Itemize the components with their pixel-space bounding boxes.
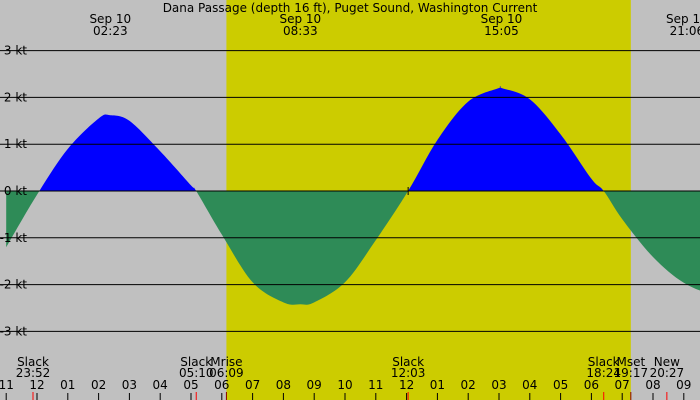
y-tick-label: 1 kt	[4, 137, 27, 151]
hour-tick-label: 12	[399, 378, 414, 392]
event-name-label: Mrise	[210, 355, 242, 369]
hour-tick-label: 05	[553, 378, 568, 392]
ebb-area	[6, 191, 700, 305]
extreme-time-label: 15:05	[484, 24, 519, 38]
y-tick-label: -3 kt	[0, 324, 27, 338]
hour-tick-label: 09	[307, 378, 322, 392]
event-time-label: 12:03	[391, 366, 426, 380]
event-name-label: Mset	[616, 355, 645, 369]
hour-tick-label: 03	[122, 378, 137, 392]
hour-tick-label: 06	[584, 378, 599, 392]
hour-tick-label: 04	[153, 378, 168, 392]
current-area-layer	[6, 86, 700, 305]
y-tick-labels: -3 kt -2 kt -1 kt 0 kt 1 kt 2 kt 3 kt	[0, 44, 27, 339]
event-time-label: 20:27	[650, 366, 685, 380]
event-name-label: Slack	[17, 355, 49, 369]
hour-tick-label: 05	[183, 378, 198, 392]
hour-tick-label: 01	[430, 378, 445, 392]
gridlines	[0, 50, 700, 332]
event-name-label: Slack	[588, 355, 620, 369]
hour-tick-label: 11	[368, 378, 383, 392]
hour-tick-label: 07	[245, 378, 260, 392]
extreme-date-label: Sep 10	[481, 12, 523, 26]
hour-tick-label: 02	[91, 378, 106, 392]
hour-tick-label: 04	[522, 378, 537, 392]
hour-tick-label: 03	[491, 378, 506, 392]
hour-tick-marks: 11 12 01 02 03 04 05 06 07 08 09 10 11 12 01 02 03 04 05 06…	[0, 378, 691, 400]
extreme-date-label: Sep 10	[89, 12, 131, 26]
hour-tick-label: 09	[676, 378, 691, 392]
chart-title: Dana Passage (depth 16 ft), Puget Sound,…	[163, 1, 538, 15]
event-time-label: 19:17	[614, 366, 649, 380]
hour-tick-label: 08	[645, 378, 660, 392]
extreme-time-label: 08:33	[283, 24, 318, 38]
event-name-label: Slack	[392, 355, 424, 369]
hour-tick-label: 02	[461, 378, 476, 392]
event-time-label: 06:09	[209, 366, 244, 380]
extreme-date-label: Sep 10	[279, 12, 321, 26]
hour-tick-label: 08	[276, 378, 291, 392]
y-tick-label: 0 kt	[4, 184, 27, 198]
hour-tick-label: 10	[337, 378, 352, 392]
event-time-label: 23:52	[16, 366, 51, 380]
event-labels: Slack23:52Slack05:10Mrise06:09Slack12:03…	[16, 355, 684, 380]
hour-tick-label: 12	[29, 378, 44, 392]
hour-tick-label: 06	[214, 378, 229, 392]
extreme-date-label: Sep 10	[666, 12, 700, 26]
event-time-label: 05:10	[179, 366, 214, 380]
y-tick-label: 3 kt	[4, 44, 27, 58]
hour-tick-label: 01	[60, 378, 75, 392]
event-name-label: New	[654, 355, 680, 369]
event-time-label: 18:24	[586, 366, 621, 380]
y-tick-label: -2 kt	[0, 278, 27, 292]
extreme-time-label: 02:23	[93, 24, 128, 38]
hour-tick-label: 11	[0, 378, 14, 392]
flood-area	[6, 86, 700, 191]
y-tick-label: 2 kt	[4, 90, 27, 104]
y-tick-label: -1 kt	[0, 231, 27, 245]
event-name-label: Slack	[180, 355, 212, 369]
extreme-time-label: 21:06	[670, 24, 700, 38]
hour-tick-label: 07	[615, 378, 630, 392]
